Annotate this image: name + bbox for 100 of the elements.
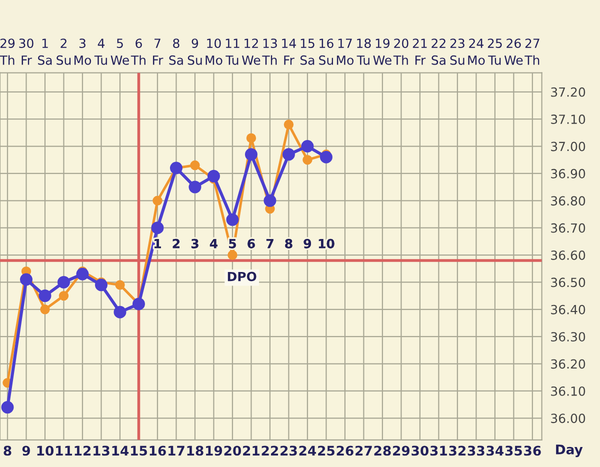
point	[20, 273, 32, 286]
point	[94, 278, 108, 292]
text: 16 Su	[319, 38, 334, 65]
text: 27 Th	[524, 38, 540, 65]
x-tick-label: 16	[150, 446, 166, 456]
point	[246, 133, 256, 143]
annotation: DPO	[228, 272, 256, 282]
x-tick-label: 13	[94, 446, 110, 456]
x-tick-label: 8	[4, 446, 12, 456]
y-tick-label: 36.30	[551, 332, 586, 342]
point	[190, 160, 200, 170]
text: 3 Mo	[74, 38, 92, 65]
text: 18 Tu	[356, 38, 371, 65]
y-tick-label: 37.00	[551, 142, 586, 152]
y-tick-label: 36.50	[551, 278, 586, 288]
point	[226, 213, 239, 226]
y-tick-label: 36.90	[551, 168, 586, 178]
x-tick-label: 18	[187, 446, 204, 456]
y-tick-label: 36.60	[551, 250, 586, 260]
y-tick-label: 36.00	[551, 414, 586, 424]
point	[284, 120, 294, 130]
text: 12 We	[242, 38, 260, 65]
text: 30 Fr	[19, 38, 34, 65]
y-tick-label: 37.10	[551, 114, 586, 124]
text: 13 Th	[262, 38, 277, 65]
point	[282, 148, 295, 161]
annotation: 7	[266, 239, 274, 248]
text: 7 Fr	[152, 38, 164, 65]
text: 26 We	[504, 38, 523, 65]
text: 5 We	[110, 38, 129, 65]
annotation: 1	[154, 239, 161, 248]
point	[207, 170, 220, 182]
x-tick-label: 34	[486, 446, 504, 456]
x-tick-label: 10	[37, 446, 54, 456]
x-tick-label: 32	[449, 446, 466, 456]
annotation: 8	[285, 238, 292, 248]
text: 9 Su	[188, 38, 202, 65]
point	[152, 196, 162, 206]
point	[228, 250, 238, 260]
x-tick-label: 29	[393, 446, 410, 456]
point	[38, 290, 52, 302]
annotation: 10	[318, 238, 334, 248]
text: 10 Mo	[206, 38, 222, 65]
x-tick-label: 11	[56, 446, 72, 456]
text: 11 Tu	[226, 38, 240, 65]
text: 4 Tu	[94, 38, 107, 65]
text: 14 Fr	[282, 38, 296, 65]
x-tick-label: 36	[524, 446, 541, 456]
y-tick-label: 36.20	[551, 359, 586, 369]
x-tick-label: 31	[430, 446, 447, 456]
x-tick-label: 9	[22, 446, 30, 456]
text: 1 Sa	[38, 38, 52, 65]
x-tick-label: 25	[318, 446, 334, 456]
text: 17 Mo	[336, 38, 354, 65]
x-tick-label: 19	[206, 446, 222, 456]
annotation: 2	[172, 238, 180, 248]
text: 25 Tu	[488, 38, 502, 65]
x-tick-label: 23	[280, 446, 297, 456]
point	[244, 148, 258, 161]
text: 22 Sa	[432, 38, 446, 65]
x-tick-label: 26	[336, 446, 354, 456]
x-tick-label: 33	[468, 446, 484, 456]
x-tick-label: 27	[356, 446, 372, 456]
y-tick-label: 36.40	[551, 304, 586, 314]
point	[57, 276, 70, 288]
text: 8 Sa	[169, 38, 183, 65]
point	[264, 194, 276, 207]
point	[58, 290, 69, 301]
x-tick-label: 17	[168, 446, 184, 456]
text: 23 Su	[450, 38, 464, 65]
text: 19 We	[373, 38, 392, 65]
text: 29 Th	[0, 38, 15, 65]
x-tick-label: 22	[262, 446, 278, 456]
text: 2 Su	[56, 38, 71, 65]
text: 24 Mo	[468, 38, 485, 65]
point	[40, 304, 50, 314]
x-tick-label: 14	[112, 446, 129, 456]
x-tick-label: 12	[74, 446, 91, 456]
y-tick-label: 36.10	[551, 386, 586, 396]
text: 20 Th	[393, 38, 408, 65]
y-tick-label: 36.70	[551, 223, 586, 233]
text: 6 Th	[130, 38, 146, 65]
annotation: 6	[248, 238, 255, 248]
x-tick-label: 35	[505, 446, 522, 456]
point	[302, 155, 312, 165]
point	[188, 180, 202, 194]
y-tick-label: 37.20	[551, 87, 586, 97]
point	[115, 280, 125, 290]
point	[76, 268, 89, 280]
annotation: 4	[210, 239, 218, 248]
point	[1, 401, 14, 414]
annotation: 9	[304, 238, 312, 248]
x-tick-label: 20	[224, 446, 242, 456]
point	[114, 306, 126, 318]
text: 15 Sa	[300, 38, 314, 65]
point	[151, 222, 164, 234]
x-tick-label: 30	[412, 446, 428, 456]
x-tick-label: 15	[131, 446, 147, 456]
y-tick-label: 36.80	[551, 196, 586, 206]
x-axis-title: Day	[556, 444, 583, 458]
